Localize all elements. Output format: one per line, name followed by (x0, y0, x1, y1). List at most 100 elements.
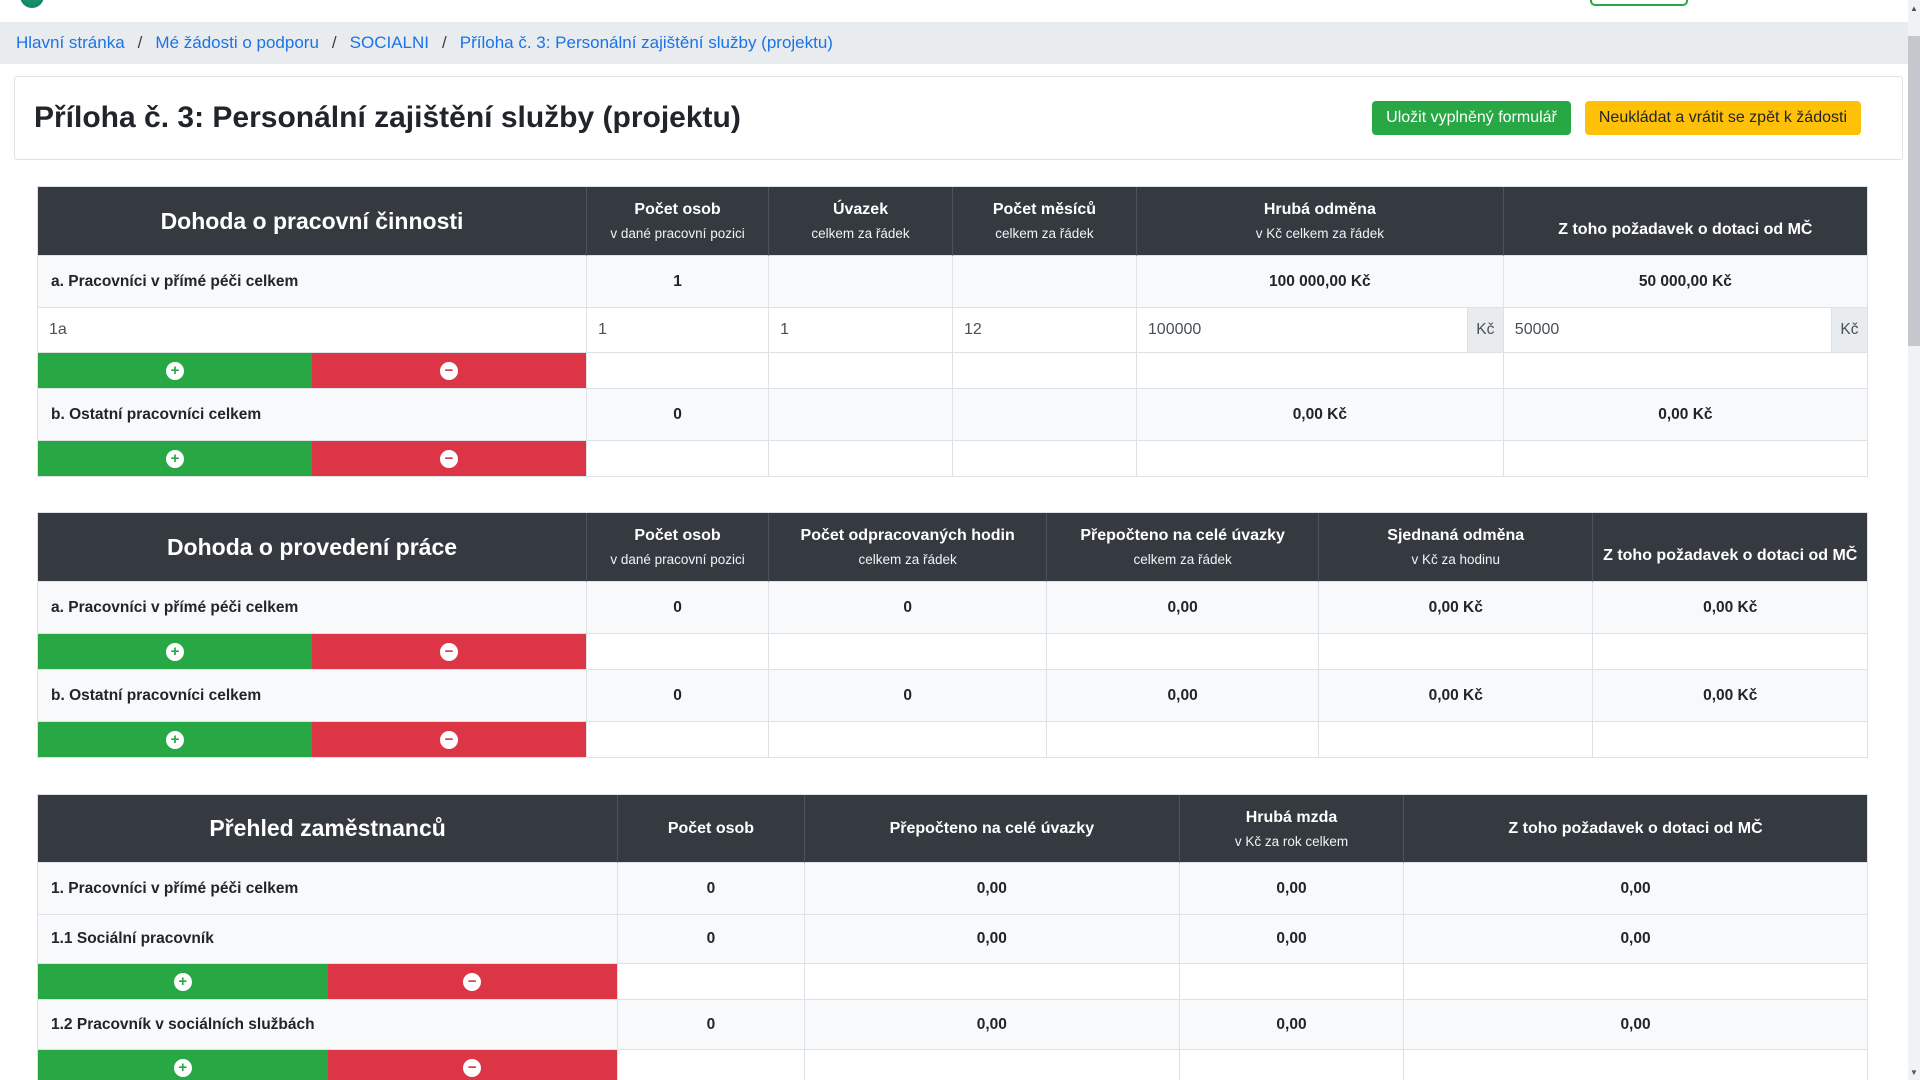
row-value: 0,00 Kč (1318, 582, 1594, 634)
workload-input[interactable] (769, 308, 952, 352)
scroll-down-arrow-icon[interactable]: ▼ (1910, 1067, 1918, 1077)
row-value-empty (952, 256, 1137, 308)
remove-row-button[interactable]: − (312, 634, 586, 669)
empty-cell (769, 441, 953, 477)
row-value: 0,00 (1179, 1000, 1405, 1050)
tables-area: Dohoda o pracovní činnosti Počet osob v d… (0, 160, 1920, 1080)
add-row-button[interactable]: + (38, 441, 312, 476)
app-logo-icon (20, 0, 44, 8)
breadcrumb-separator: / (331, 33, 337, 52)
row-label: 1.2 Pracovník v sociálních službách (38, 1000, 619, 1050)
empty-cell (587, 722, 770, 758)
empty-cell (1404, 964, 1868, 1000)
add-row-button[interactable]: + (38, 722, 312, 757)
row-label: b. Ostatní pracovníci celkem (38, 389, 587, 441)
empty-cell (1047, 722, 1319, 758)
plus-circle-icon: + (173, 1058, 192, 1077)
minus-circle-icon: − (440, 449, 458, 468)
empty-cell (587, 353, 770, 389)
row-value: 0,00 (1179, 915, 1405, 964)
position-name-input[interactable] (38, 308, 586, 352)
months-count-input[interactable] (952, 308, 1136, 352)
breadcrumb-link-home[interactable]: Hlavní stránka (16, 33, 125, 52)
breadcrumb-link-requests[interactable]: Mé žádosti o podporu (155, 33, 319, 52)
row-label: 1. Pracovníci v přímé péči celkem (38, 863, 619, 915)
row-value: 0 (618, 1000, 805, 1050)
add-row-button[interactable]: + (38, 964, 328, 999)
plus-circle-icon: + (166, 642, 184, 661)
remove-row-button[interactable]: − (327, 1050, 618, 1080)
row-value: 0,00 Kč (1593, 582, 1868, 634)
empty-cell (1593, 634, 1868, 670)
scrollbar[interactable]: ▲ ▼ (1908, 0, 1920, 1080)
column-header: Počet osob v dané pracovní pozici (587, 513, 770, 582)
column-header: Počet odpracovaných hodin celkem za řádek (769, 513, 1048, 582)
column-header: Počet osob (618, 795, 805, 863)
header-actions: Uložit vyplněný formulář Neukládat a vrá… (1372, 101, 1861, 135)
column-header: Z toho požadavek o dotaci od MČ (1503, 187, 1868, 256)
empty-cell (587, 634, 770, 670)
currency-suffix: Kč (1830, 308, 1867, 352)
cancel-return-button[interactable]: Neukládat a vrátit se zpět k žádosti (1584, 101, 1861, 135)
empty-cell (1136, 441, 1504, 477)
table1-title: Dohoda o pracovní činnosti (160, 207, 464, 234)
row-value: 0 (769, 582, 1048, 634)
row-value: 0,00 Kč (1503, 389, 1868, 441)
column-header: Počet měsíců celkem za řádek (952, 187, 1137, 256)
gross-reward-input[interactable] (1136, 308, 1467, 352)
add-row-button[interactable]: + (38, 634, 312, 669)
remove-row-button[interactable]: − (312, 353, 586, 388)
row-value-empty (769, 256, 953, 308)
table2-title: Dohoda o provedení práce (166, 533, 458, 560)
row-value: 0,00 (1404, 915, 1868, 964)
empty-cell (1179, 1050, 1405, 1080)
breadcrumb-link-socialni[interactable]: SOCIALNI (349, 33, 429, 52)
plus-circle-icon: + (166, 730, 184, 749)
minus-circle-icon: − (463, 972, 482, 991)
plus-circle-icon: + (173, 972, 192, 991)
row-value: 0,00 Kč (1136, 389, 1504, 441)
row-value: 0,00 (1404, 1000, 1868, 1050)
column-header: Sjednaná odměna v Kč za hodinu (1318, 513, 1594, 582)
empty-cell (804, 1050, 1180, 1080)
empty-cell (1179, 964, 1405, 1000)
empty-cell (769, 353, 953, 389)
empty-cell (587, 441, 770, 477)
empty-cell (1593, 722, 1868, 758)
remove-row-button[interactable]: − (327, 964, 618, 999)
minus-circle-icon: − (440, 361, 458, 380)
breadcrumb-separator: / (137, 33, 143, 52)
breadcrumb-link-current[interactable]: Příloha č. 3: Personální zajištění služb… (459, 33, 833, 52)
save-form-button[interactable]: Uložit vyplněný formulář (1372, 101, 1571, 135)
row-value: 0,00 Kč (1318, 670, 1594, 722)
row-label: b. Ostatní pracovníci celkem (38, 670, 587, 722)
breadcrumb: Hlavní stránka / Mé žádosti o podporu / … (0, 22, 1908, 64)
remove-row-button[interactable]: − (312, 441, 586, 476)
person-count-input[interactable] (587, 308, 769, 352)
row-value-empty (952, 389, 1137, 441)
column-header: Z toho požadavek o dotaci od MČ (1404, 795, 1868, 863)
page-title: Příloha č. 3: Personální zajištění služb… (34, 101, 741, 134)
topbar (0, 0, 1908, 22)
minus-circle-icon: − (463, 1058, 482, 1077)
empty-cell (1136, 353, 1504, 389)
column-header: Hrubá odměna v Kč celkem za řádek (1136, 187, 1504, 256)
remove-row-button[interactable]: − (312, 722, 586, 757)
row-value: 0,00 (1047, 582, 1319, 634)
column-header: Úvazek celkem za řádek (769, 187, 953, 256)
scroll-up-arrow-icon[interactable]: ▲ (1910, 3, 1918, 13)
row-value: 0,00 Kč (1593, 670, 1868, 722)
topbar-partial-button[interactable] (1590, 0, 1688, 6)
column-header: Z toho požadavek o dotaci od MČ (1593, 513, 1868, 582)
scrollbar-thumb[interactable] (1908, 36, 1920, 346)
minus-circle-icon: − (440, 642, 458, 661)
empty-cell (769, 722, 1048, 758)
add-row-button[interactable]: + (38, 353, 312, 388)
subsidy-request-input[interactable] (1503, 308, 1831, 352)
row-label: a. Pracovníci v přímé péči celkem (38, 256, 587, 308)
add-row-button[interactable]: + (38, 1050, 328, 1080)
empty-cell (1318, 634, 1594, 670)
row-label: 1.1 Sociální pracovník (38, 915, 619, 964)
empty-cell (618, 964, 805, 1000)
table3-title: Přehled zaměstnanců (209, 815, 446, 841)
